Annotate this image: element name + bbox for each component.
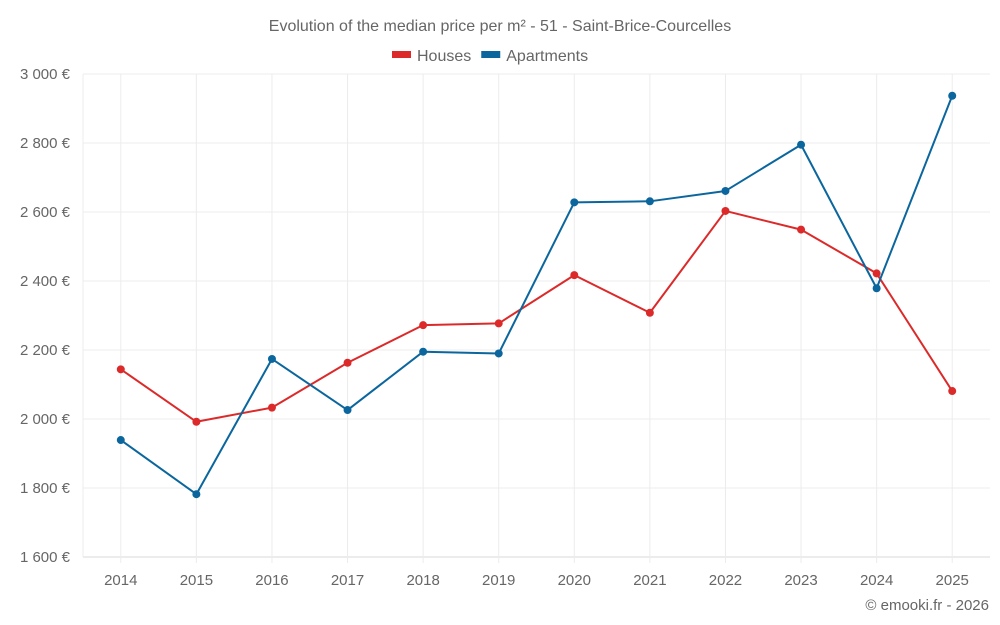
data-point-houses [797,225,806,234]
data-point-houses [192,417,201,426]
data-point-houses [948,387,957,396]
y-axis: 1 600 € 1 800 € 2 000 € 2 200 € 2 400 € 2 600… [20,66,71,566]
chart-title: Evolution of the median price per m² - 5… [269,18,731,35]
x-tick-label: 2018 [406,572,439,589]
data-point-houses [721,206,730,215]
x-axis: 2014 2015 2016 2017 2018 2019 2020 2021 2022 2023… [104,572,969,589]
data-point-apartments [645,197,654,206]
data-point-apartments [116,436,125,445]
x-tick-label: 2025 [936,572,969,589]
x-tick-label: 2021 [633,572,666,589]
x-tick-label: 2020 [558,572,591,589]
data-point-houses [343,358,352,367]
y-tick-label: 1 800 € [20,480,71,497]
x-tick-label: 2019 [482,572,515,589]
legend-label-apartments: Apartments [506,48,588,65]
data-point-houses [419,321,428,330]
x-tick-label: 2022 [709,572,742,589]
series-line-houses [120,209,954,423]
data-point-apartments [872,284,881,293]
data-point-apartments [343,406,352,415]
data-point-houses [872,269,881,278]
x-tick-label: 2014 [104,572,137,589]
x-tick-label: 2023 [784,572,817,589]
data-point-apartments [267,354,276,363]
x-tick-label: 2016 [255,572,288,589]
data-point-apartments [721,186,730,195]
y-tick-label: 2 400 € [20,273,71,290]
data-point-apartments [948,91,957,100]
y-tick-label: 2 200 € [20,342,71,359]
y-tick-label: 2 600 € [20,204,71,221]
data-point-houses [645,308,654,317]
data-point-apartments [570,198,579,207]
legend-label-houses: Houses [417,48,471,65]
y-tick-label: 1 600 € [20,549,71,566]
x-tick-label: 2015 [180,572,213,589]
data-point-houses [116,365,125,374]
data-point-apartments [797,140,806,149]
series-line-apartments [120,95,954,496]
x-tick-label: 2017 [331,572,364,589]
data-point-houses [570,271,579,280]
y-tick-label: 2 800 € [20,135,71,152]
legend-swatch-houses [392,51,411,58]
data-point-apartments [192,490,201,499]
y-tick-label: 3 000 € [20,66,71,83]
data-point-apartments [419,347,428,356]
y-tick-label: 2 000 € [20,411,71,428]
data-point-apartments [494,349,503,358]
data-point-houses [494,319,503,328]
series-group [116,91,957,499]
grid [82,73,990,563]
data-point-houses [267,403,276,412]
x-tick-label: 2024 [860,572,893,589]
credit-text: © emooki.fr - 2026 [865,597,989,614]
legend-swatch-apartments [481,51,501,58]
legend: Houses Apartments [392,48,588,65]
